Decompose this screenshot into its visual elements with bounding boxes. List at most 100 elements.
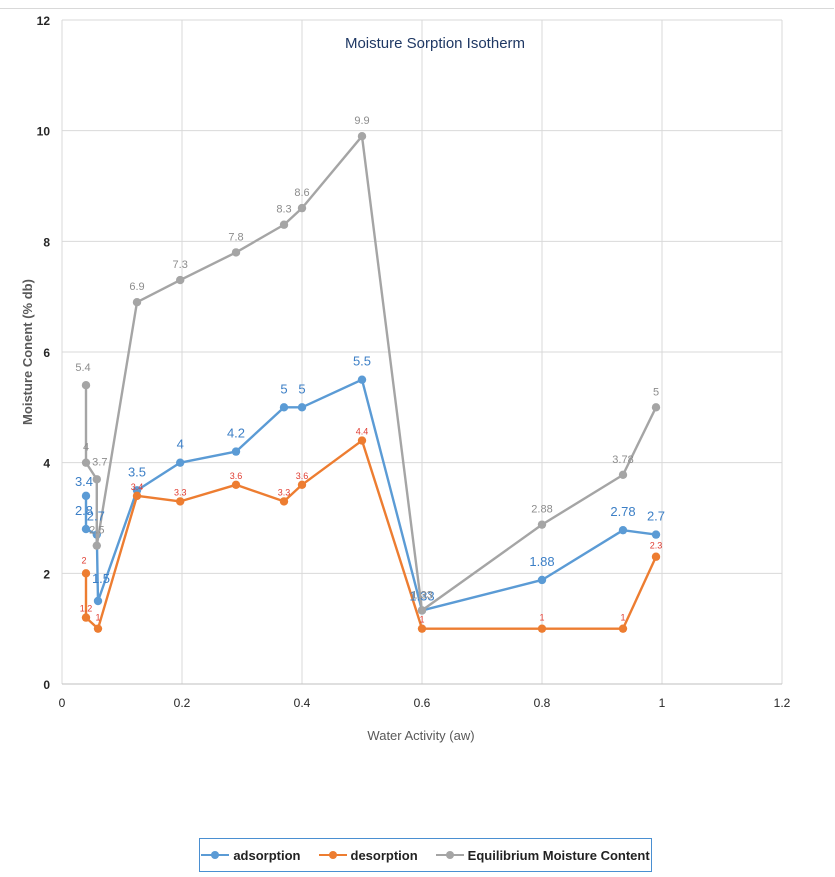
data-label: 7.3	[173, 259, 188, 271]
y-tick-label: 0	[43, 678, 50, 692]
data-label: 4	[83, 442, 89, 454]
data-label: 5.5	[353, 354, 371, 369]
y-tick-label: 12	[37, 14, 51, 28]
data-point	[537, 624, 547, 633]
data-point	[81, 613, 91, 622]
legend-item: adsorption	[201, 848, 301, 863]
data-label: 3.3	[174, 487, 187, 497]
data-label: 2.8	[75, 503, 93, 518]
data-labels: 3.42.82.71.53.544.25 55.51.331.882.78 2.72…	[75, 115, 665, 624]
data-label: 5	[653, 386, 659, 398]
x-tick-label: 1	[659, 696, 666, 710]
x-tick-label: 1.2	[774, 696, 791, 710]
data-label: 2.7	[647, 509, 665, 524]
data-point	[297, 480, 307, 489]
data-label: 1	[620, 613, 625, 623]
data-label: 5	[298, 381, 305, 396]
data-point	[93, 596, 103, 606]
data-point	[417, 624, 427, 633]
legend-swatch-marker	[211, 851, 220, 859]
data-label: 1.5	[92, 571, 110, 586]
data-point	[279, 497, 289, 506]
data-label: 6.9	[129, 281, 144, 293]
data-point	[81, 458, 91, 467]
x-tick-label: 0.8	[534, 696, 551, 710]
data-point	[132, 491, 142, 501]
data-point	[537, 575, 547, 585]
x-axis-title: Water Activity (aw)	[367, 728, 474, 743]
data-point	[357, 132, 367, 141]
data-point	[297, 203, 307, 213]
data-point	[537, 520, 547, 529]
legend-swatch	[435, 850, 464, 860]
data-label: 3.4	[131, 482, 144, 492]
data-label: 3.6	[230, 471, 243, 481]
y-tick-label: 4	[43, 457, 50, 471]
data-point	[92, 475, 102, 484]
data-point	[618, 470, 628, 480]
y-axis-title: Moisture Conent (% db)	[20, 279, 35, 425]
data-point	[297, 403, 307, 412]
data-label: 8.6	[294, 187, 309, 199]
legend-label: Equilibrium Moisture Content	[467, 847, 650, 863]
chart-title: Moisture Sorption Isotherm	[345, 35, 525, 52]
data-point	[279, 220, 289, 229]
data-label: 3.4	[75, 474, 93, 489]
x-tick-label: 0.2	[174, 696, 191, 710]
data-label: 3.78	[612, 454, 633, 466]
data-label: 4.4	[356, 427, 369, 437]
x-tick-label: 0.4	[294, 696, 311, 710]
data-point	[92, 541, 102, 550]
data-point	[81, 381, 91, 390]
data-label: 1.33	[409, 588, 434, 603]
data-label: 2.3	[650, 541, 663, 551]
data-point	[651, 552, 661, 561]
data-label: 1	[419, 615, 424, 625]
data-point	[176, 275, 185, 285]
y-tick-label: 6	[43, 346, 50, 360]
grid	[61, 19, 783, 684]
data-label: 3.5	[128, 464, 146, 479]
data-point	[231, 248, 241, 257]
data-label: 1	[539, 613, 544, 623]
data-point	[357, 436, 367, 445]
legend-item: Equilibrium Moisture Content	[435, 847, 650, 863]
chart-frame	[0, 8, 834, 876]
data-label: 9.9	[354, 115, 369, 127]
data-label: 5.4	[75, 362, 90, 374]
data-label: 1	[95, 613, 100, 623]
data-label: 2.5	[89, 525, 104, 537]
data-label: 1.88	[529, 554, 554, 569]
series-line-0	[84, 378, 657, 612]
data-label: 1.33	[411, 589, 432, 601]
x-tick-label: 0.6	[414, 696, 431, 710]
data-point	[81, 491, 91, 501]
data-label: 2.78	[610, 504, 635, 519]
y-tick-label: 10	[37, 125, 51, 139]
y-tick-label: 8	[43, 235, 50, 249]
series-line-2	[84, 134, 658, 612]
x-tick-label: 0	[59, 696, 66, 710]
data-label: 3.6	[296, 471, 309, 481]
data-label: 7.8	[228, 231, 243, 243]
data-point	[618, 624, 628, 633]
data-point	[357, 375, 367, 384]
data-label: 3.7	[92, 456, 107, 468]
data-point	[231, 447, 241, 456]
data-point	[618, 525, 628, 535]
data-point	[81, 524, 91, 534]
legend-item: desorption	[318, 848, 418, 863]
data-point	[651, 530, 661, 539]
data-point	[81, 569, 91, 578]
data-label: 2.7	[87, 509, 105, 524]
data-point	[93, 624, 103, 633]
data-label: 4.2	[227, 426, 245, 441]
legend-swatch	[201, 850, 230, 860]
data-point	[231, 480, 241, 489]
data-point	[279, 403, 289, 412]
data-label: 2.88	[531, 504, 552, 516]
data-point	[132, 298, 142, 307]
data-point	[417, 606, 427, 615]
